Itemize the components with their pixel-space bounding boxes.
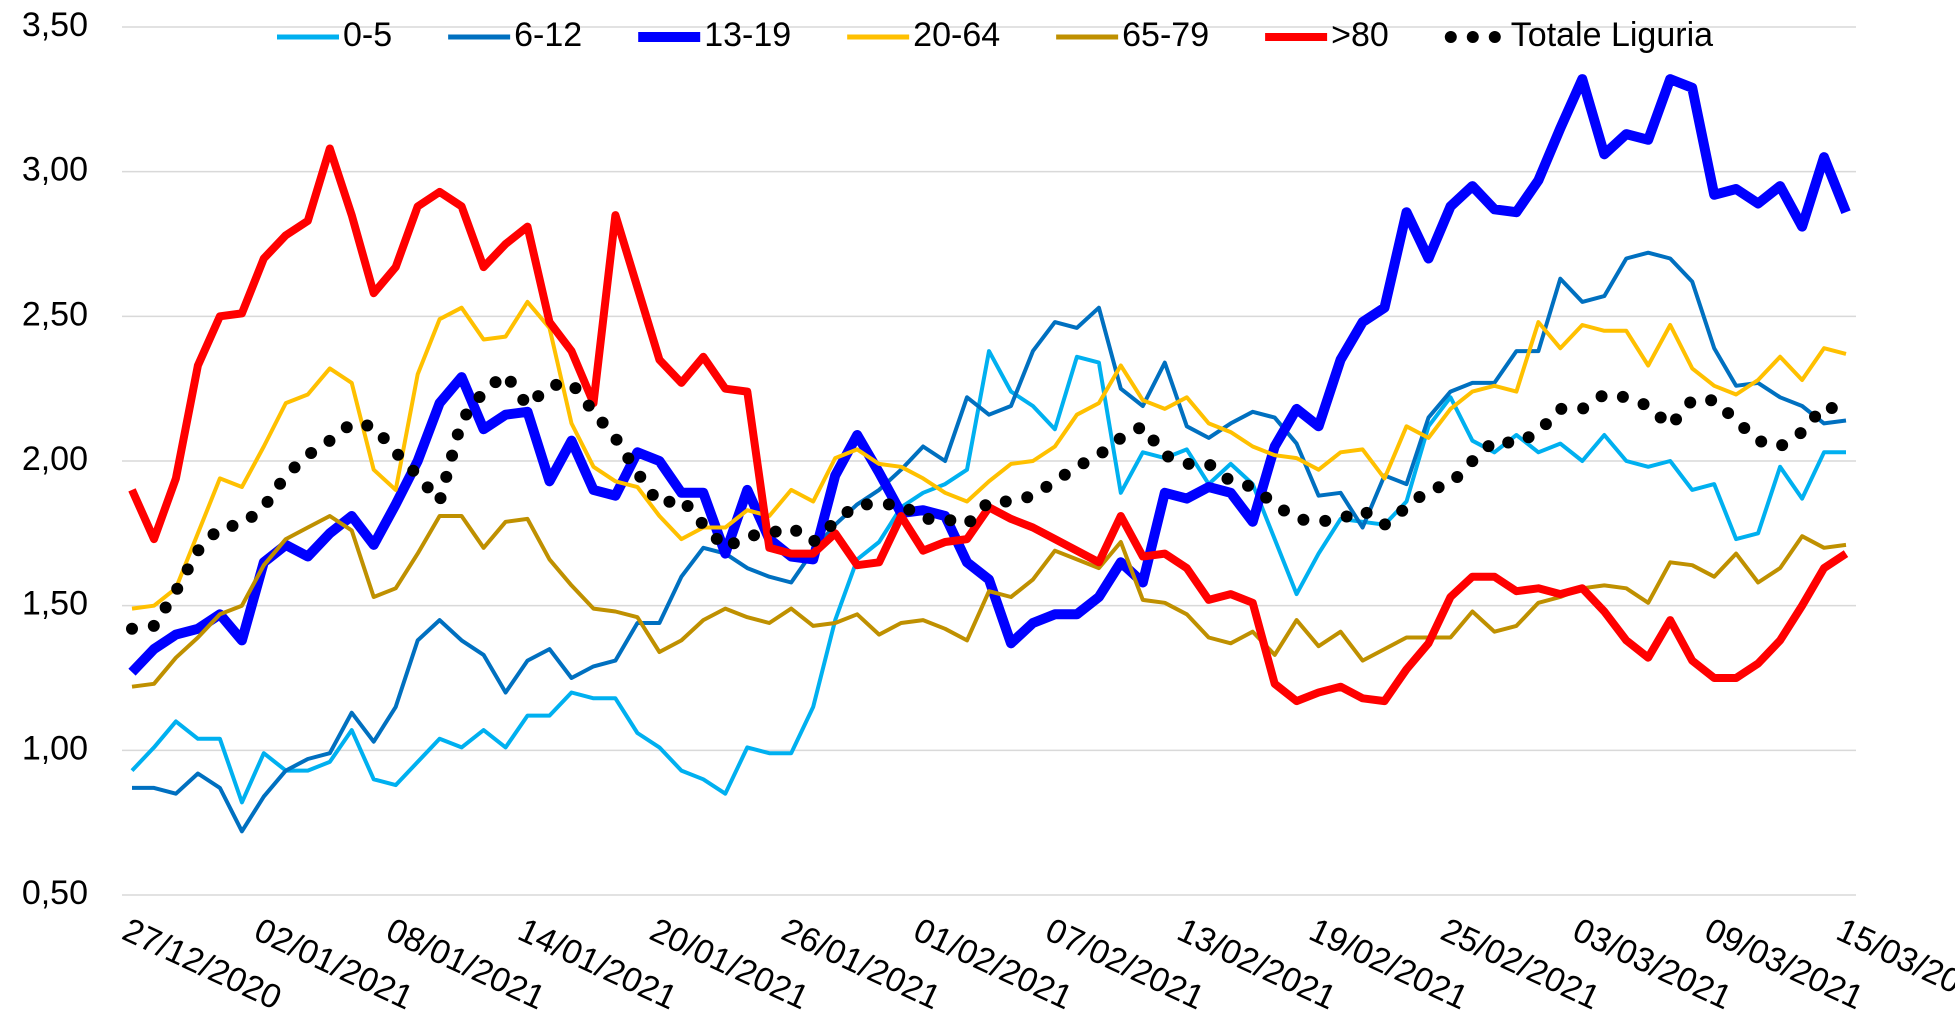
legend-label: 65-79 [1122,16,1209,54]
series-line [131,299,1847,611]
series-line [131,514,1847,689]
series-line [128,144,1849,706]
y-tick-label: 2,50 [22,295,88,333]
series-line [132,250,1847,834]
legend-label: 6-12 [514,16,582,54]
series-line [126,368,1852,635]
legend-label: >80 [1331,16,1389,54]
y-tick-label: 3,00 [22,151,88,189]
y-tick-label: 1,50 [22,585,88,623]
legend-label: 20-64 [913,16,1000,54]
y-tick-label: 3,50 [22,6,88,44]
y-tick-label: 2,00 [22,440,88,478]
legend-label: 13-19 [704,16,791,54]
series-line [128,74,1851,676]
legend-label: 0-5 [343,16,392,54]
series-line [130,349,1846,805]
y-tick-label: 0,50 [22,874,88,912]
legend-label: Totale Liguria [1511,16,1713,54]
y-tick-label: 1,00 [22,729,88,767]
